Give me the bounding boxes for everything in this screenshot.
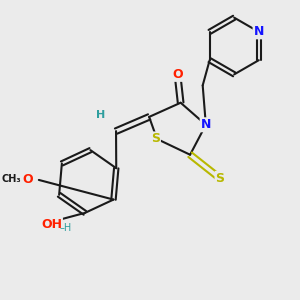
Text: –H: –H (59, 223, 72, 233)
Text: N: N (201, 118, 211, 131)
Text: O: O (172, 68, 183, 81)
Text: H: H (96, 110, 105, 120)
Text: O: O (22, 173, 33, 186)
Text: S: S (215, 172, 224, 185)
Text: S: S (151, 133, 160, 146)
Text: CH₃: CH₃ (2, 174, 21, 184)
Text: OH: OH (41, 218, 62, 230)
Text: N: N (254, 25, 264, 38)
